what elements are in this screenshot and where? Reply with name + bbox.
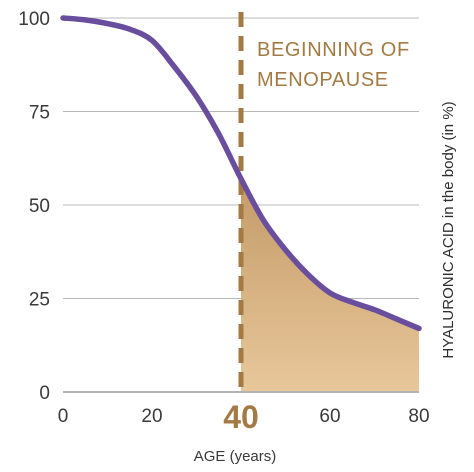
y-tick-labels: 0 25 50 75 100	[18, 9, 50, 404]
shaded-area	[241, 178, 419, 392]
x-tick-label-0: 0	[58, 406, 69, 427]
x-axis-title: AGE (years)	[194, 448, 277, 465]
annotation-line-1: BEGINNING OF	[257, 39, 410, 61]
annotation-line-2: MENOPAUSE	[257, 69, 389, 91]
x-tick-label-60: 60	[319, 406, 340, 427]
hyaluronic-acid-curve	[60, 15, 422, 332]
x-tick-label-20: 20	[141, 406, 162, 427]
menopause-shaded-region	[241, 178, 419, 392]
series-line	[60, 15, 422, 332]
y-tick-label-50: 50	[29, 196, 50, 217]
x-tick-labels: 0 20 40 60 80	[58, 399, 430, 435]
y-tick-label-0: 0	[39, 383, 50, 404]
y-tick-label-25: 25	[29, 290, 50, 311]
x-tick-label-80: 80	[408, 406, 429, 427]
y-tick-label-75: 75	[29, 103, 50, 124]
y-tick-label-100: 100	[18, 9, 50, 30]
y-axis-title: HYALURONIC ACID in the body (in %)	[440, 101, 457, 358]
x-tick-label-40: 40	[223, 399, 259, 435]
